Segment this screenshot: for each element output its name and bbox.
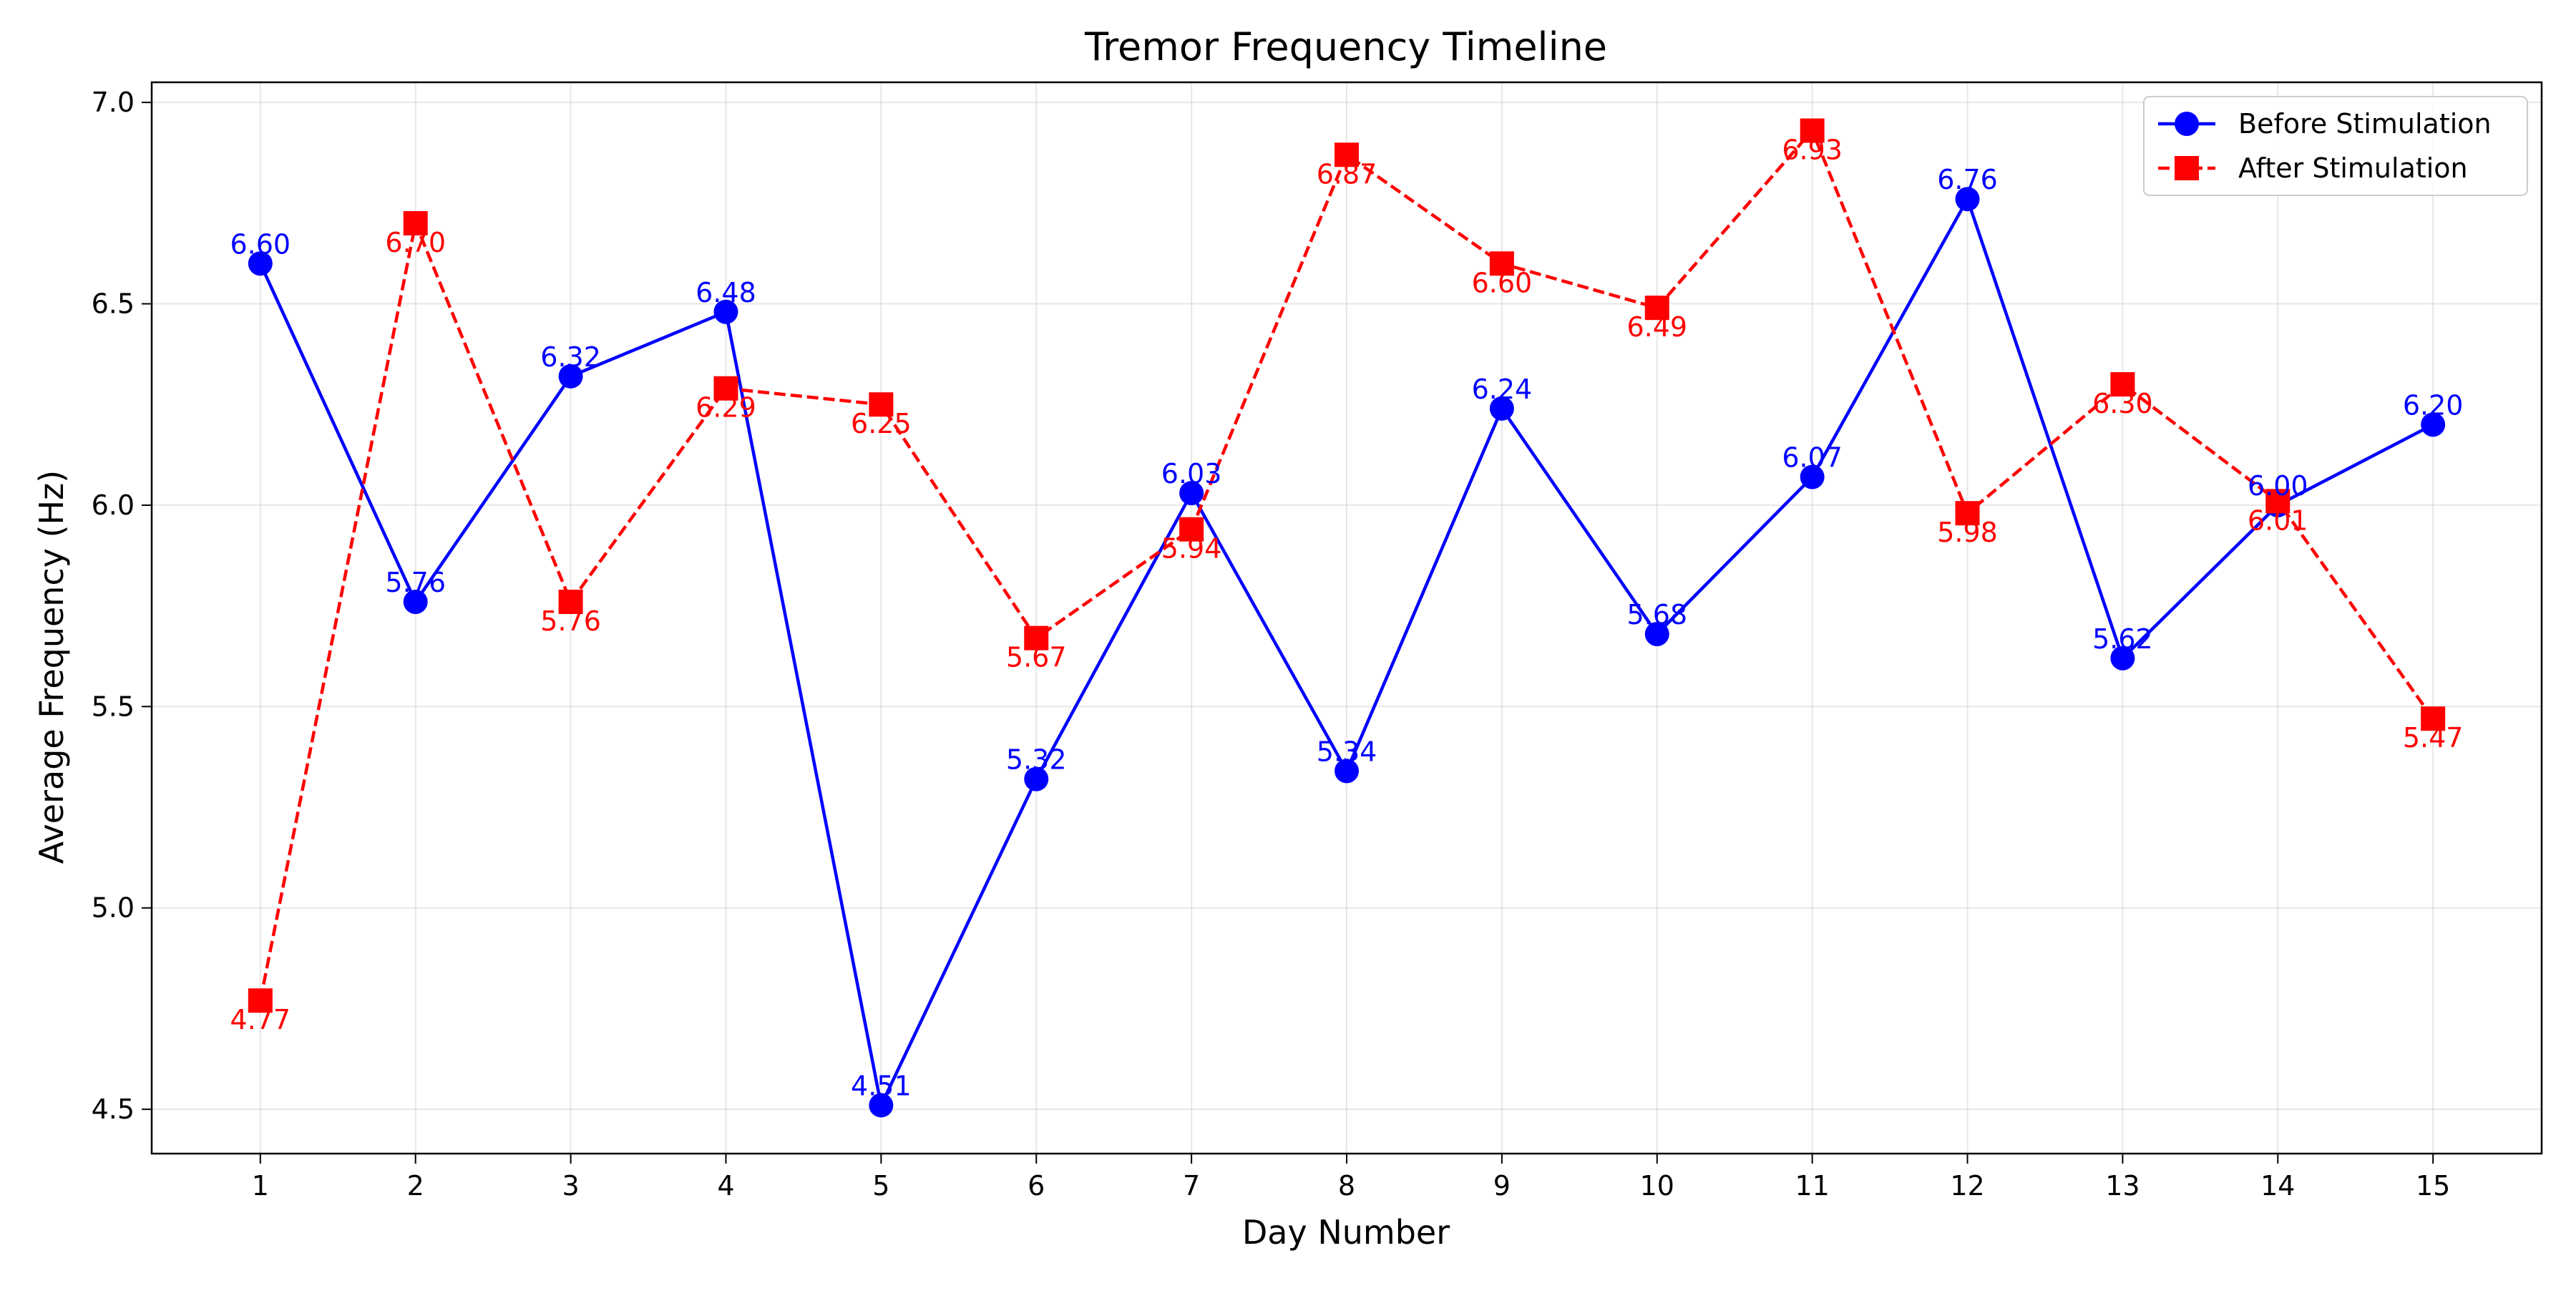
data-point [1800, 118, 1825, 143]
y-tick-label: 5.0 [92, 892, 135, 924]
data-point [1335, 142, 1359, 167]
data-label: 6.25 [851, 408, 912, 439]
y-axis-label: Average Frequency (Hz) [32, 470, 71, 864]
data-point [558, 589, 583, 614]
data-label: 6.00 [2248, 470, 2308, 502]
data-label: 5.68 [1626, 599, 1687, 630]
y-tick-label: 4.5 [92, 1093, 135, 1125]
data-label: 5.67 [1006, 642, 1067, 673]
data-point [1644, 622, 1669, 647]
data-label: 5.76 [385, 567, 446, 598]
x-tick-label: 13 [2105, 1170, 2140, 1202]
legend-label: Before Stimulation [2238, 108, 2492, 140]
legend: Before Stimulation After Stimulation [2143, 96, 2528, 196]
data-label: 6.30 [2092, 388, 2153, 419]
data-label: 6.76 [1937, 164, 1998, 195]
data-point [1800, 464, 1825, 489]
x-tick-label: 3 [562, 1170, 579, 1202]
x-tick-label: 7 [1183, 1170, 1200, 1202]
x-tick-label: 11 [1795, 1170, 1829, 1202]
x-tick-label: 8 [1338, 1170, 1355, 1202]
data-label: 6.20 [2403, 389, 2464, 421]
legend-box [2143, 96, 2528, 196]
x-tick-label: 10 [1640, 1170, 1674, 1202]
data-point [869, 1093, 894, 1118]
x-tick-label: 5 [872, 1170, 889, 1202]
data-point [403, 589, 428, 614]
data-label: 6.87 [1317, 158, 1377, 190]
data-label: 6.03 [1161, 458, 1222, 489]
data-point [713, 376, 738, 401]
data-point [1955, 187, 1980, 212]
axes: 1 2 3 4 5 6 7 8 9 10 11 12 13 14 154.55.05.56.06.57.0 [92, 87, 2451, 1202]
data-point [1955, 501, 1980, 526]
y-tick-label: 6.5 [92, 288, 135, 320]
data-point [403, 210, 428, 235]
data-point [558, 364, 583, 389]
data-label: 6.60 [1472, 267, 1533, 298]
legend-marker [2175, 156, 2199, 180]
data-label: 5.98 [1937, 517, 1998, 548]
x-tick-label: 15 [2416, 1170, 2450, 1202]
data-label: 5.62 [2092, 623, 2153, 655]
x-tick-label: 14 [2260, 1170, 2295, 1202]
x-tick-label: 4 [717, 1170, 734, 1202]
data-point [248, 251, 273, 276]
data-label: 6.01 [2248, 505, 2308, 536]
data-point [1489, 251, 1514, 276]
data-point [1489, 396, 1514, 421]
x-axis-label: Day Number [1242, 1213, 1450, 1252]
x-tick-label: 12 [1950, 1170, 1984, 1202]
y-tick-label: 5.5 [92, 691, 135, 722]
data-point [2421, 706, 2446, 731]
legend-item: Before Stimulation [2158, 108, 2492, 140]
x-tick-label: 2 [407, 1170, 424, 1202]
y-tick-label: 7.0 [92, 87, 135, 118]
series-after-stimulation [248, 118, 2446, 1013]
data-label: 5.32 [1006, 744, 1067, 776]
data-point [1179, 481, 1204, 506]
data-point [1024, 766, 1049, 791]
data-point [2265, 489, 2290, 514]
data-point [248, 988, 273, 1013]
x-tick-label: 9 [1493, 1170, 1511, 1202]
data-label: 6.60 [230, 228, 291, 260]
data-point [1644, 296, 1669, 321]
series-line [258, 129, 2435, 1001]
y-tick-label: 6.0 [92, 489, 135, 521]
data-labels: 6.60 5.76 6.32 6.48 4.51 5.32 6.03 5.34 6.24 5.68… [230, 135, 2464, 1102]
data-label: 5.76 [540, 605, 601, 637]
x-tick-label: 6 [1028, 1170, 1045, 1202]
legend-item: After Stimulation [2158, 152, 2468, 184]
series-layer [248, 118, 2446, 1118]
data-label: 4.51 [851, 1070, 912, 1101]
data-point [2421, 412, 2446, 437]
data-label: 6.49 [1626, 311, 1687, 343]
data-label: 5.47 [2403, 722, 2464, 754]
data-label: 6.48 [696, 277, 756, 308]
chart-title: Tremor Frequency Timeline [1084, 24, 1607, 69]
data-point [2110, 646, 2135, 671]
data-label: 6.32 [540, 341, 601, 373]
data-label: 4.77 [230, 1004, 291, 1036]
data-label: 6.93 [1782, 135, 1843, 166]
data-point [1024, 625, 1049, 651]
legend-marker [2175, 112, 2199, 136]
data-label: 6.07 [1782, 442, 1843, 474]
data-label: 5.34 [1317, 736, 1377, 767]
data-label: 6.24 [1472, 374, 1533, 405]
x-tick-label: 1 [252, 1170, 269, 1202]
data-point [1179, 517, 1204, 542]
legend-label: After Stimulation [2238, 152, 2468, 184]
data-point [869, 392, 894, 417]
data-label: 6.29 [696, 392, 756, 424]
data-point [1335, 759, 1359, 784]
data-label: 6.70 [385, 227, 446, 258]
data-point [2110, 372, 2135, 397]
data-point [713, 299, 738, 324]
data-label: 5.94 [1161, 533, 1222, 565]
